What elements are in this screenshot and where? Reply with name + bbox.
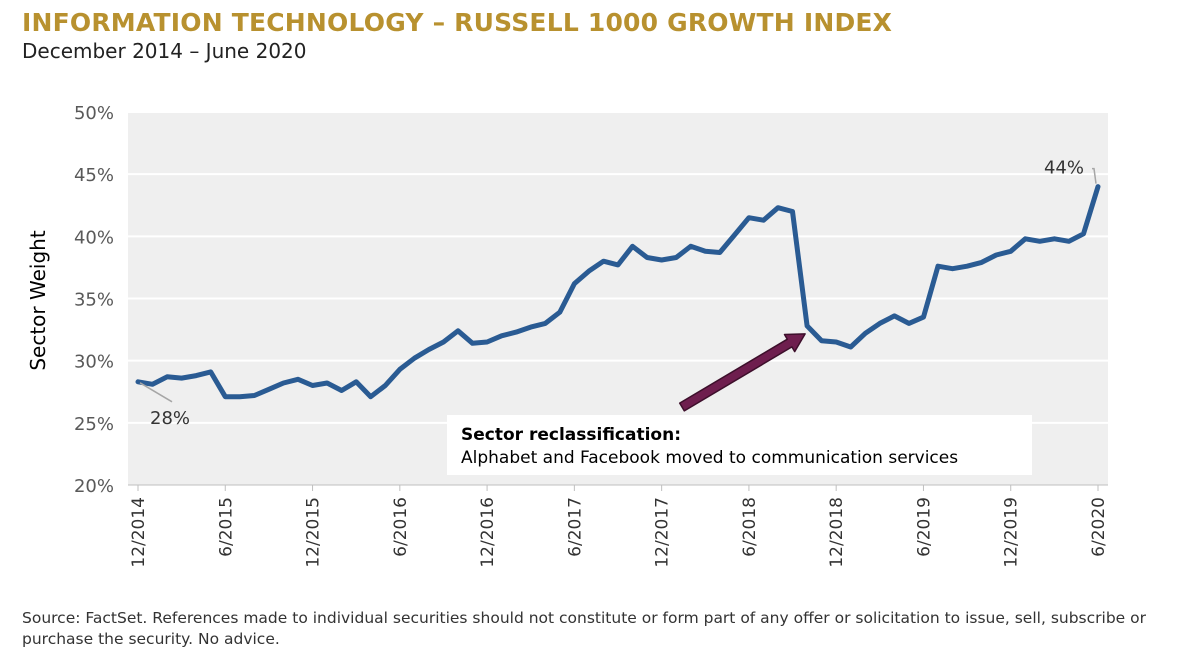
x-tick-label: 6/2018 [740, 497, 760, 557]
x-tick-label: 12/2015 [304, 497, 324, 568]
y-tick-label: 30% [74, 352, 114, 373]
y-tick-label: 25% [74, 414, 114, 435]
y-tick-label: 20% [74, 476, 114, 497]
data-label-end: 44% [1044, 158, 1084, 179]
data-labels: 28% 44% [139, 158, 1097, 429]
leader-line [139, 382, 173, 403]
x-tick-label: 12/2016 [478, 497, 498, 568]
arrow-shape [678, 333, 806, 412]
x-tick-label: 6/2017 [565, 497, 585, 557]
source-note: Source: FactSet. References made to indi… [22, 609, 1146, 648]
series-line [135, 184, 1101, 400]
y-tick-label: 45% [74, 165, 114, 186]
chart-title: INFORMATION TECHNOLOGY – RUSSELL 1000 GR… [22, 8, 893, 37]
series-sector-weight [135, 184, 1101, 400]
y-tick-label: 35% [74, 290, 114, 311]
reclassification-arrow [678, 333, 806, 412]
x-tick-label: 12/2019 [1002, 497, 1022, 568]
x-tick-label: 6/2019 [914, 497, 934, 557]
annotation-text: Alphabet and Facebook moved to communica… [461, 448, 959, 468]
x-tick-label: 6/2020 [1089, 497, 1109, 557]
y-axis: 20% 25% 30% 35% 40% 45% 50% [74, 103, 114, 497]
x-axis: 12/2014 6/2015 12/2015 6/2016 12/2016 6/2017 1… [128, 484, 1109, 568]
data-label-start: 28% [150, 408, 190, 429]
x-tick-label: 6/2015 [216, 497, 236, 557]
annotation-title: Sector reclassification: [461, 425, 681, 445]
annotation-box: Sector reclassification: Alphabet and Fa… [447, 415, 1032, 475]
leader-line [1092, 167, 1097, 184]
y-axis-label: Sector Weight [26, 230, 50, 370]
x-tick-label: 12/2017 [653, 497, 673, 568]
chart-subtitle: December 2014 – June 2020 [22, 39, 307, 63]
y-tick-label: 50% [74, 103, 114, 124]
x-tick-label: 12/2014 [129, 497, 149, 568]
x-tick-label: 6/2016 [391, 497, 411, 557]
x-tick-label: 12/2018 [827, 497, 847, 568]
y-tick-label: 40% [74, 227, 114, 248]
